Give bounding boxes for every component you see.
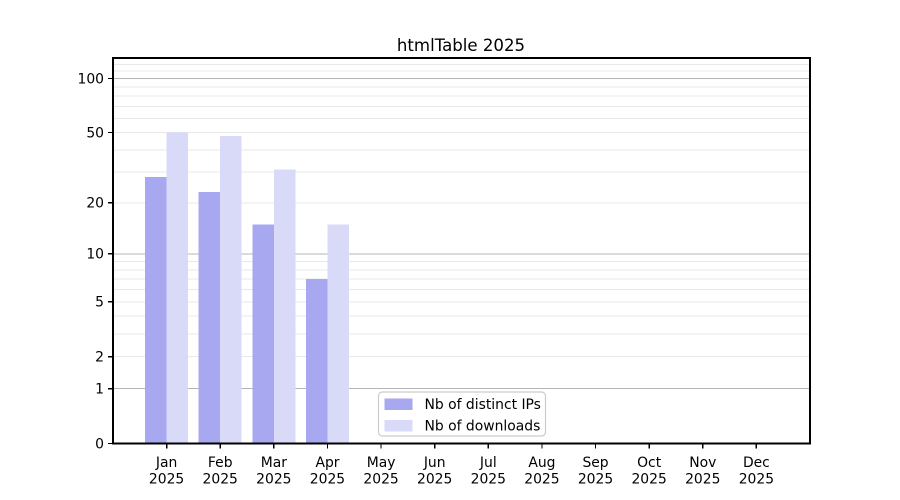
y-tick-label-1: 1 xyxy=(95,381,104,397)
x-tick-label-jun: Jun 2025 xyxy=(417,455,452,488)
tick-marks-and-labels: 0 1 2 5 10 20 50 100 Jan 2025 Feb 2025 Mar 2025 Apr 202… xyxy=(77,71,774,487)
x-tick-label-mar: Mar 2025 xyxy=(256,455,291,488)
bar-ips-mar xyxy=(252,224,274,444)
y-tick-label-20: 20 xyxy=(86,196,104,212)
bar-downloads-jan xyxy=(166,132,189,444)
y-tick-label-2: 2 xyxy=(95,349,104,365)
y-tick-label-10: 10 xyxy=(86,247,104,263)
legend-swatch-downloads xyxy=(384,420,413,432)
x-tick-label-dec: Dec 2025 xyxy=(739,455,774,488)
bar-downloads-mar xyxy=(273,169,296,444)
y-tick-label-100: 100 xyxy=(77,71,104,87)
plot-border xyxy=(112,57,811,445)
x-tick-label-oct: Oct 2025 xyxy=(631,455,666,488)
legend-box xyxy=(377,391,547,437)
x-tick-label-feb: Feb 2025 xyxy=(203,455,238,488)
x-tick-label-nov: Nov 2025 xyxy=(685,455,720,488)
legend-swatch-ips xyxy=(384,398,413,410)
x-tick-label-sep: Sep 2025 xyxy=(578,455,613,488)
bar-ips-feb xyxy=(198,192,221,444)
x-tick-label-jan: Jan 2025 xyxy=(149,455,184,488)
bar-ips-jan xyxy=(145,177,167,444)
bars xyxy=(145,132,349,444)
y-tick-label-0: 0 xyxy=(95,436,104,452)
legend-label-downloads: Nb of downloads xyxy=(425,419,541,435)
bar-ips-apr xyxy=(305,279,328,444)
x-tick-label-apr: Apr 2025 xyxy=(310,455,345,488)
x-tick-label-may: May 2025 xyxy=(363,455,398,488)
x-tick-label-aug: Aug 2025 xyxy=(524,455,559,488)
legend: Nb of distinct IPs Nb of downloads xyxy=(377,391,547,437)
y-tick-label-50: 50 xyxy=(86,125,104,141)
y-tick-label-5: 5 xyxy=(95,295,104,311)
x-tick-label-jul: Jul 2025 xyxy=(471,455,506,488)
legend-label-ips: Nb of distinct IPs xyxy=(425,397,541,413)
bar-downloads-apr xyxy=(327,224,349,444)
bar-downloads-feb xyxy=(220,135,242,444)
chart-title: htmlTable 2025 xyxy=(397,36,525,55)
axes xyxy=(112,57,811,445)
